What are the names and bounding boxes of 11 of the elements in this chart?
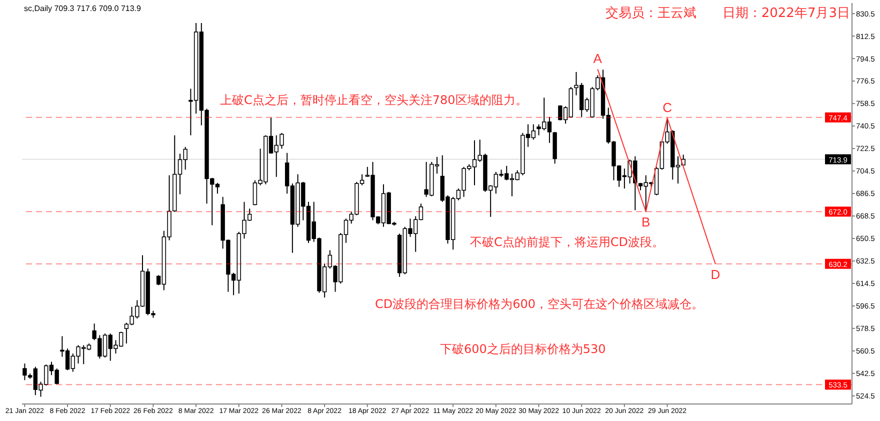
annotation: 下破600之后的目标价格为530	[440, 341, 606, 357]
annotation: 交易员：王云斌 日期：2022年7月3日	[605, 6, 850, 22]
data-label: A	[593, 51, 602, 66]
annotation: 上破C点之后，暂时停止看空，空头关注780区域的阻力。	[220, 92, 528, 108]
annotation: 不破C点的前提下，将运用CD波段。	[470, 234, 664, 250]
data-label: B	[642, 214, 650, 230]
data-label: C	[662, 100, 672, 115]
data-label: D	[710, 267, 720, 282]
line-series	[597, 68, 716, 265]
annotation: CD波段的合理目标价格为600，空头可在这个价格区域减仓。	[375, 296, 704, 312]
chart-title: sc,Daily 709.3 717.6 709.0 713.9	[24, 4, 141, 14]
